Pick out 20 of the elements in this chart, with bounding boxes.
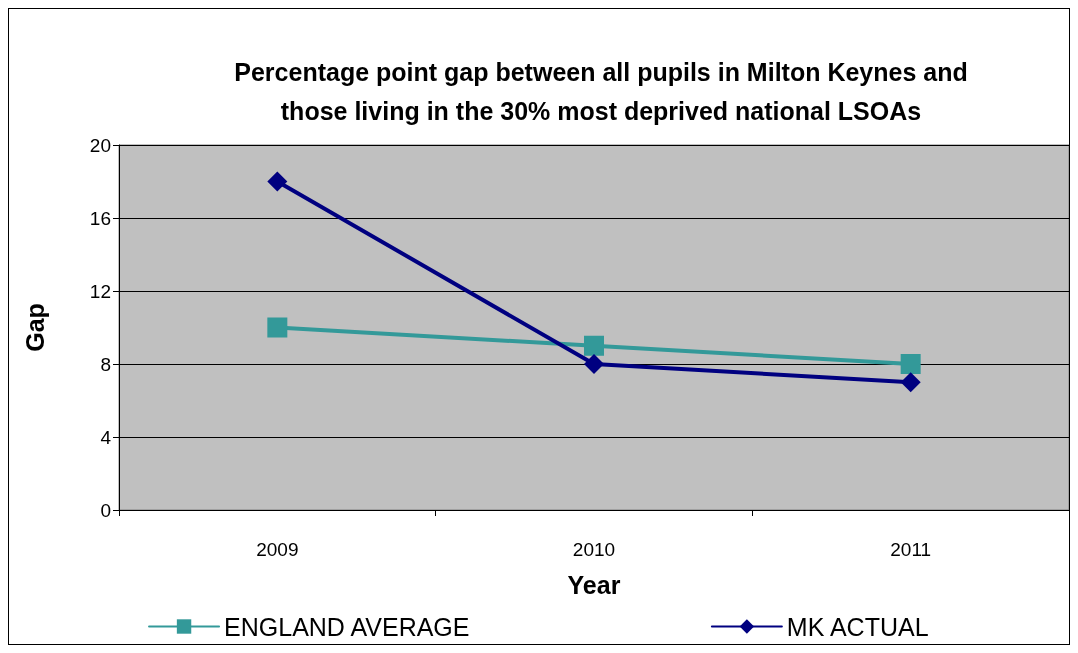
y-tick-label: 16 xyxy=(89,207,111,229)
point xyxy=(584,354,604,374)
y-tick-label: 8 xyxy=(100,353,111,375)
y-tick-label: 20 xyxy=(89,134,111,156)
chart-title: Percentage point gap between all pupils in Milton Keynes and those living in the 30% most deprived national LSOAs xyxy=(234,57,968,125)
y-tick-label: 4 xyxy=(100,426,112,448)
x-tick-label: 2011 xyxy=(890,539,932,560)
legend-label: ENGLAND AVERAGE xyxy=(224,612,470,641)
y-axis-title: Gap xyxy=(20,303,49,352)
point xyxy=(900,372,921,393)
x-tick-label: 2010 xyxy=(572,539,616,560)
x-axis-title: Year xyxy=(567,570,621,599)
point xyxy=(584,335,604,356)
point xyxy=(900,354,921,374)
y-tick-label: 12 xyxy=(89,280,111,302)
legend-label: MK ACTUAL xyxy=(786,612,929,641)
point xyxy=(267,317,288,338)
x-tick-label: 2009 xyxy=(256,539,299,560)
y-tick-label: 0 xyxy=(100,499,111,521)
point xyxy=(267,171,288,192)
